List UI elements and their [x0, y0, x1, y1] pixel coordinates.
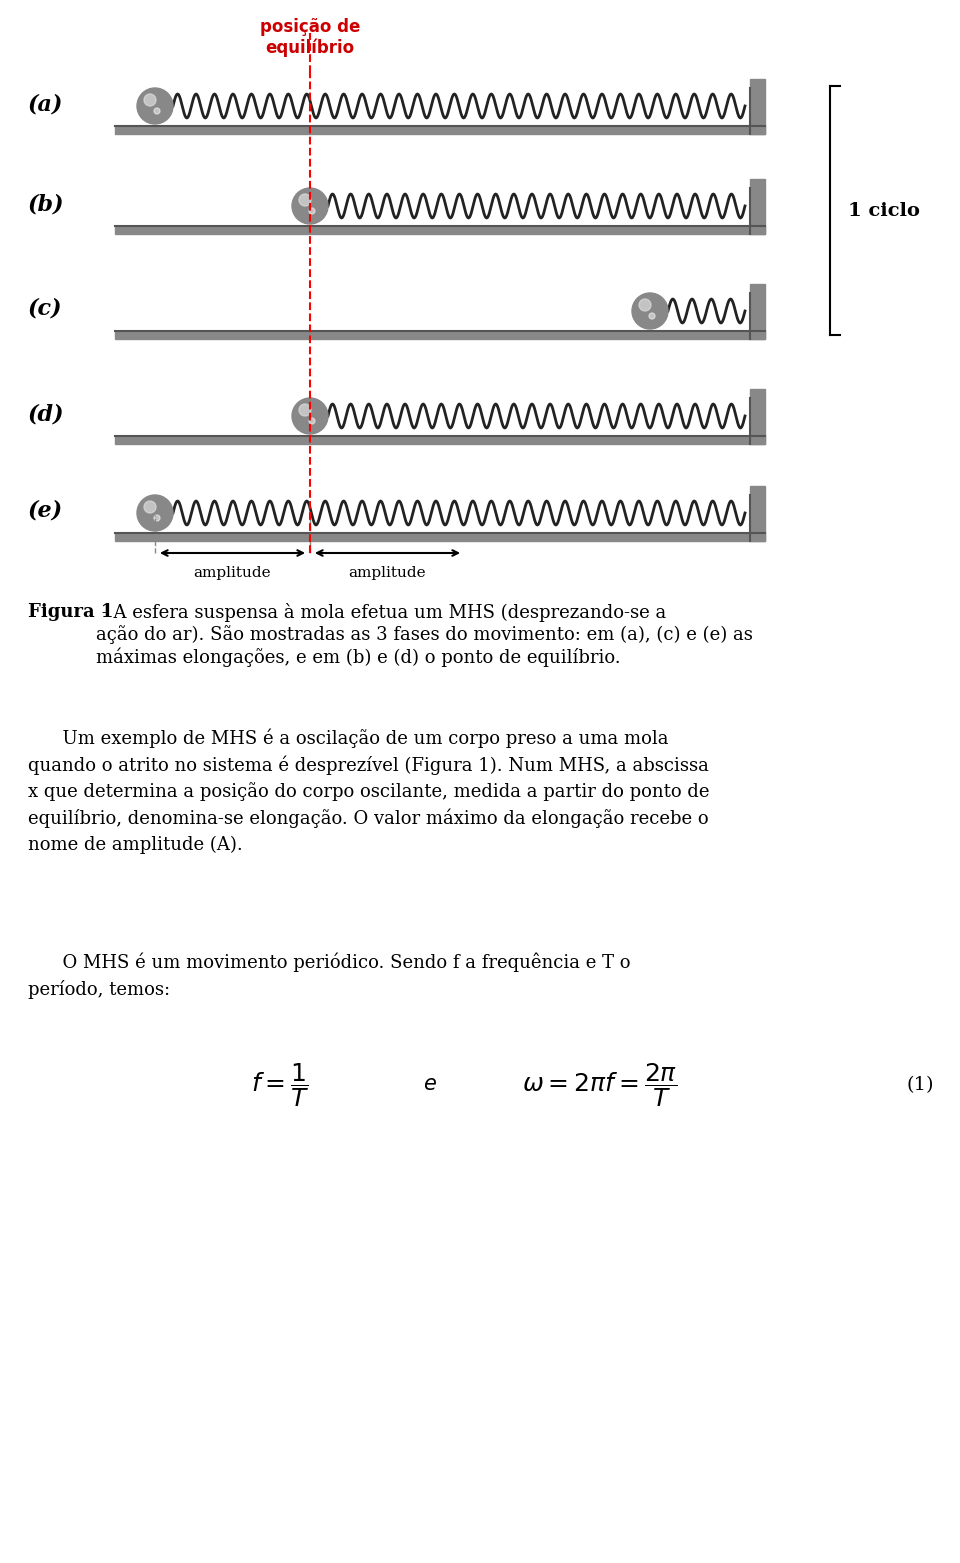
- Text: $f = \dfrac{1}{T}$: $f = \dfrac{1}{T}$: [251, 1061, 309, 1108]
- Text: (a): (a): [28, 94, 63, 116]
- Circle shape: [292, 188, 328, 224]
- Circle shape: [632, 292, 668, 328]
- Bar: [750, 389, 765, 444]
- Bar: [115, 436, 765, 444]
- Circle shape: [154, 108, 160, 114]
- Bar: [750, 180, 765, 234]
- Circle shape: [154, 514, 160, 520]
- Circle shape: [639, 299, 651, 311]
- Circle shape: [137, 88, 173, 123]
- Text: amplitude: amplitude: [348, 566, 426, 580]
- Circle shape: [309, 417, 315, 424]
- Text: (1): (1): [906, 1075, 934, 1094]
- Text: 1 ciclo: 1 ciclo: [848, 202, 920, 219]
- Bar: [115, 331, 765, 339]
- Text: $\omega = 2\pi f = \dfrac{2\pi}{T}$: $\omega = 2\pi f = \dfrac{2\pi}{T}$: [522, 1061, 678, 1108]
- Circle shape: [299, 194, 311, 206]
- Text: (c): (c): [28, 299, 62, 320]
- Bar: [750, 80, 765, 134]
- Bar: [750, 284, 765, 339]
- Text: amplitude: amplitude: [194, 566, 272, 580]
- Text: Um exemplo de MHS é a oscilação de um corpo preso a uma mola
quando o atrito no : Um exemplo de MHS é a oscilação de um co…: [28, 728, 709, 853]
- Circle shape: [137, 495, 173, 531]
- Circle shape: [144, 502, 156, 513]
- Circle shape: [299, 403, 311, 416]
- Bar: [115, 533, 765, 541]
- Bar: [115, 127, 765, 134]
- Text: O MHS é um movimento periódico. Sendo f a frequência e T o
período, temos:: O MHS é um movimento periódico. Sendo f …: [28, 953, 631, 999]
- Text: $e$: $e$: [423, 1075, 437, 1094]
- Circle shape: [649, 313, 655, 319]
- Text: Figura 1: Figura 1: [28, 603, 113, 621]
- Bar: [750, 486, 765, 541]
- Text: (d): (d): [28, 403, 64, 425]
- Text: posição de
equilíbrio: posição de equilíbrio: [260, 19, 360, 58]
- Text: (e): (e): [28, 500, 63, 522]
- Circle shape: [309, 208, 315, 214]
- Circle shape: [292, 399, 328, 435]
- Circle shape: [144, 94, 156, 106]
- Bar: [115, 227, 765, 234]
- Text: - A esfera suspensa à mola efetua um MHS (desprezando-se a
ação do ar). São most: - A esfera suspensa à mola efetua um MHS…: [96, 603, 753, 666]
- Text: (b): (b): [28, 192, 64, 216]
